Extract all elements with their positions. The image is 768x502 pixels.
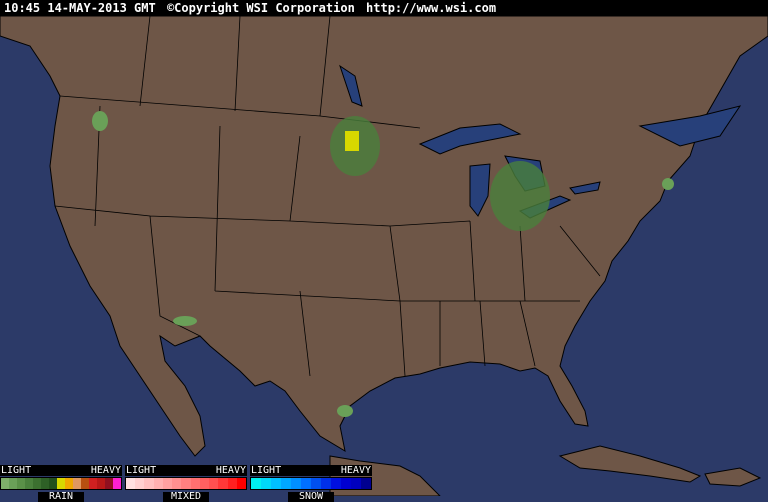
hispaniola bbox=[704, 467, 762, 487]
legend-rain: LIGHT HEAVY RAIN bbox=[0, 465, 122, 502]
snow-color-bar bbox=[250, 477, 372, 490]
header-bar: 10:45 14-MAY-2013 GMT ©Copyright WSI Cor… bbox=[0, 0, 768, 16]
legend-swatch bbox=[25, 478, 33, 489]
legend-swatch bbox=[126, 478, 136, 489]
legend-swatch bbox=[251, 478, 261, 489]
legend-swatch bbox=[209, 478, 219, 489]
legend-swatch bbox=[271, 478, 281, 489]
state-borders bbox=[54, 16, 601, 377]
legend-swatch bbox=[199, 478, 210, 489]
radar-map bbox=[0, 16, 768, 496]
legend-swatch bbox=[291, 478, 301, 489]
mixed-color-bar bbox=[125, 477, 247, 490]
legend-swatch bbox=[162, 478, 173, 489]
legend-swatch bbox=[49, 478, 57, 489]
legend-swatch bbox=[113, 478, 121, 489]
precip-echoes bbox=[92, 111, 674, 417]
legend-swatch bbox=[281, 478, 291, 489]
url: http://www.wsi.com bbox=[366, 1, 497, 15]
timestamp: 10:45 14-MAY-2013 GMT bbox=[4, 1, 156, 15]
legend-swatch bbox=[181, 478, 191, 489]
legend-swatch bbox=[73, 478, 81, 489]
lake-superior bbox=[418, 123, 522, 155]
legend-swatch bbox=[135, 478, 145, 489]
legend-snow: LIGHT HEAVY SNOW bbox=[250, 465, 372, 502]
legend-swatch bbox=[81, 478, 89, 489]
legend-swatch bbox=[190, 478, 200, 489]
legend-swatch bbox=[65, 478, 73, 489]
legend-swatch bbox=[218, 478, 228, 489]
legend-swatch bbox=[172, 478, 182, 489]
legend-swatch bbox=[33, 478, 41, 489]
legend-swatch bbox=[9, 478, 17, 489]
legend-swatch bbox=[331, 478, 341, 489]
legend-mixed: LIGHT HEAVY MIXED bbox=[125, 465, 247, 502]
cuba bbox=[558, 445, 702, 483]
legend-swatch bbox=[144, 478, 154, 489]
north-america-land bbox=[0, 16, 768, 457]
legend-swatch bbox=[351, 478, 361, 489]
lake-ontario bbox=[569, 181, 601, 195]
legend-swatch bbox=[301, 478, 311, 489]
legend-swatch bbox=[1, 478, 9, 489]
legend-swatch bbox=[17, 478, 25, 489]
legend-swatch bbox=[153, 478, 163, 489]
legend-swatch bbox=[97, 478, 105, 489]
legend-swatch bbox=[57, 478, 65, 489]
legend-swatch bbox=[311, 478, 321, 489]
legend-swatch bbox=[41, 478, 49, 489]
legend-swatch bbox=[361, 478, 371, 489]
legend-swatch bbox=[105, 478, 113, 489]
legend-swatch bbox=[236, 478, 247, 489]
copyright: ©Copyright WSI Corporation bbox=[166, 1, 355, 15]
lake-winnipeg bbox=[339, 64, 363, 107]
rain-color-bar bbox=[0, 477, 122, 490]
legend-swatch bbox=[227, 478, 237, 489]
legend-swatch bbox=[261, 478, 271, 489]
gulf-st-lawrence bbox=[638, 105, 742, 147]
legend-swatch bbox=[321, 478, 331, 489]
legend-swatch bbox=[341, 478, 351, 489]
legend-swatch bbox=[89, 478, 97, 489]
lake-michigan bbox=[469, 163, 491, 217]
